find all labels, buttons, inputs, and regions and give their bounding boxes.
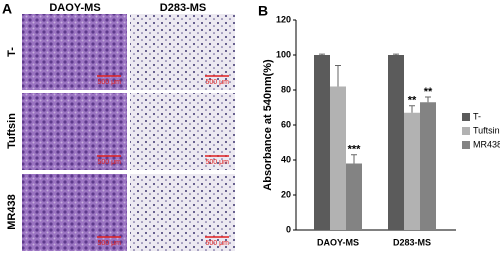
micrograph xyxy=(130,174,235,251)
legend-label: Tuftsin xyxy=(473,125,500,135)
significance: ** xyxy=(424,86,433,98)
error-bar xyxy=(319,53,325,55)
x-tick-label: DAOY-MS xyxy=(317,237,359,247)
scale-label: 500 μm xyxy=(206,159,230,166)
micrograph xyxy=(22,174,127,251)
panel-label: B xyxy=(258,3,268,19)
error-bar xyxy=(425,96,431,103)
significance: ** xyxy=(408,95,417,107)
bar xyxy=(388,55,404,230)
y-tick-label: 80 xyxy=(281,84,291,94)
legend-label: MR438 xyxy=(473,139,500,149)
scale-label: 500 μm xyxy=(206,240,230,247)
column-header: DAOY-MS xyxy=(49,2,100,14)
bar xyxy=(404,112,420,230)
row-label: Tuftsin xyxy=(6,113,18,149)
y-tick-label: 120 xyxy=(276,14,291,24)
error-bar xyxy=(335,65,341,87)
y-tick-label: 100 xyxy=(276,49,291,59)
bar xyxy=(330,86,346,230)
bar xyxy=(314,55,330,230)
error-bar xyxy=(393,53,399,55)
micrograph xyxy=(130,93,235,170)
y-axis-label: Absorbance at 540nm(%) xyxy=(262,59,274,191)
error-bar xyxy=(409,105,415,113)
legend-swatch xyxy=(462,141,470,149)
y-tick-label: 60 xyxy=(281,119,291,129)
x-tick-label: D283-MS xyxy=(393,237,431,247)
scale-label: 500 μm xyxy=(206,79,230,86)
bar xyxy=(346,163,362,230)
scale-label: 500 μm xyxy=(98,79,122,86)
column-header: D283-MS xyxy=(160,2,206,14)
row-label: T- xyxy=(6,47,18,57)
micrograph xyxy=(22,14,127,90)
panel-label: A xyxy=(2,1,12,17)
scale-label: 500 μm xyxy=(98,159,122,166)
micrograph xyxy=(22,93,127,170)
legend-label: T- xyxy=(473,111,481,121)
error-bar xyxy=(351,154,357,164)
micrograph xyxy=(130,14,235,90)
row-label: MR438 xyxy=(6,194,18,229)
significance: *** xyxy=(348,144,362,156)
y-tick-label: 0 xyxy=(286,224,291,234)
legend-swatch xyxy=(462,113,470,121)
y-tick-label: 40 xyxy=(281,154,291,164)
bar xyxy=(420,102,436,230)
scale-label: 500 μm xyxy=(98,240,122,247)
legend-swatch xyxy=(462,127,470,135)
y-tick-label: 20 xyxy=(281,189,291,199)
